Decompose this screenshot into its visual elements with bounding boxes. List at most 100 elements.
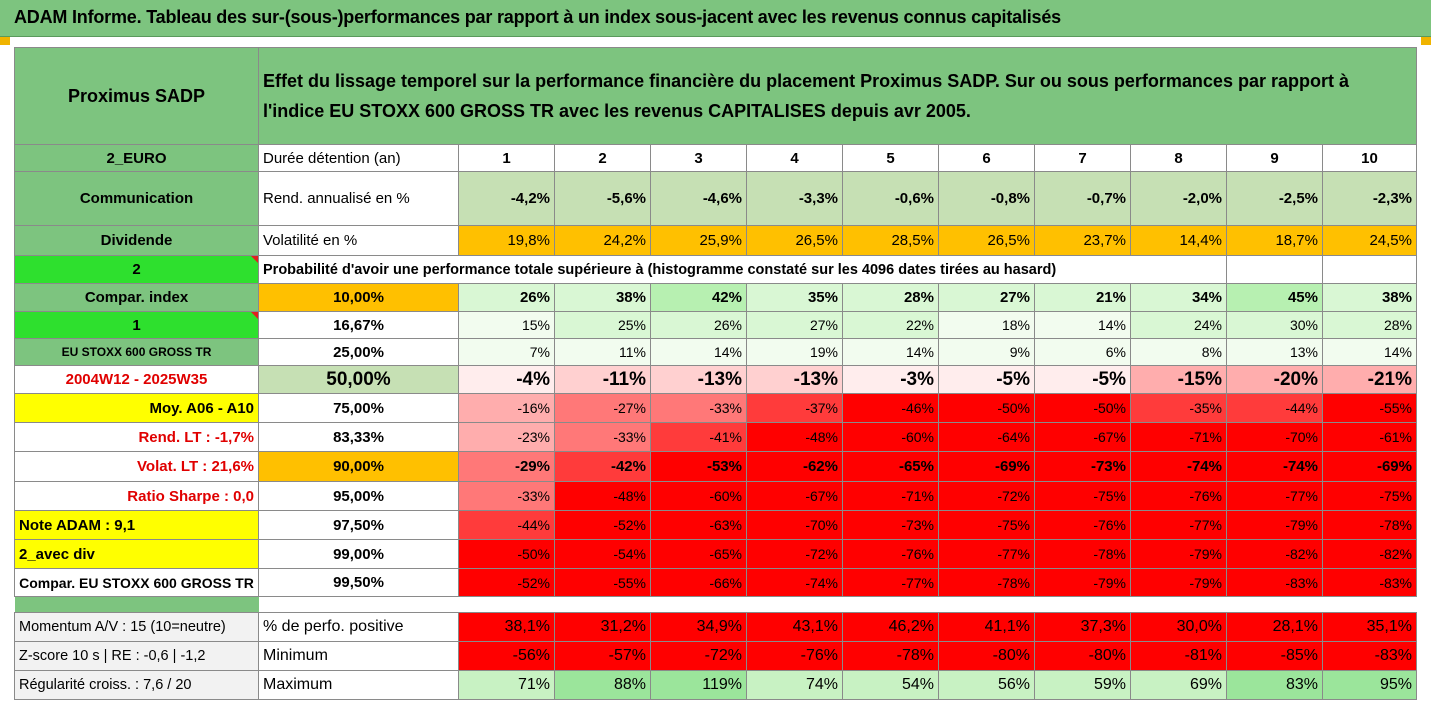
annualized-return-value: -5,6% [554,171,651,226]
percentile-value: -15% [1130,365,1227,394]
percentile-value: -69% [938,451,1035,482]
percentile-threshold: 83,33% [258,422,459,452]
percentile-value: 45% [1226,283,1323,312]
percentile-value: -75% [1034,481,1131,511]
percentile-value: 15% [458,311,555,339]
rend-lt-label: Rend. LT : -1,7% [14,422,259,452]
percentile-row: 1 16,67% 15% 25% 26% 27% 22% 18% 14% 24% 30% 28% [14,311,1417,339]
maximum-value: 74% [746,670,843,700]
percentile-value: -35% [1130,393,1227,423]
percentile-value: 11% [554,338,651,366]
minimum-label: Minimum [258,641,459,671]
percentile-value: -52% [554,510,651,540]
percentile-value: -76% [842,539,939,569]
percentile-value: -74% [1130,451,1227,482]
positive-perf-value: 31,2% [554,612,651,642]
minimum-value: -76% [746,641,843,671]
percentile-value: -77% [1226,481,1323,511]
sharpe-label: Ratio Sharpe : 0,0 [14,481,259,511]
percentile-value: 22% [842,311,939,339]
selector-2-cell[interactable]: 2 [14,255,259,284]
selector-1-cell[interactable]: 1 [14,311,259,339]
volatility-label: Volatilité en % [258,225,459,256]
year-header: 8 [1130,144,1227,172]
percentile-value: -11% [554,365,651,394]
year-header: 10 [1322,144,1417,172]
percentile-value: -63% [650,510,747,540]
description-cell: Effet du lissage temporel sur la perform… [258,47,1417,145]
percentile-value: -54% [554,539,651,569]
percentile-value: 30% [1226,311,1323,339]
percentile-value: -61% [1322,422,1417,452]
percentile-value: 14% [842,338,939,366]
percentile-value: 42% [650,283,747,312]
percentile-value: -55% [1322,393,1417,423]
percentile-value: -33% [458,481,555,511]
percentile-value: -77% [1130,510,1227,540]
year-header: 6 [938,144,1035,172]
annualized-return-value: -2,5% [1226,171,1323,226]
percentile-value: -74% [746,568,843,597]
spacer-cell [259,597,1417,613]
year-header: 2 [554,144,651,172]
percentile-value: -23% [458,422,555,452]
percentile-threshold: 99,00% [258,539,459,569]
percentile-threshold: 99,50% [258,568,459,597]
avec-div-label: 2_avec div [14,539,259,569]
minimum-value: -80% [938,641,1035,671]
period-label: 2004W12 - 2025W35 [14,365,259,394]
percentile-value: 18% [938,311,1035,339]
percentile-value: 14% [1034,311,1131,339]
percentile-value: 14% [1322,338,1417,366]
annualized-return-value: -0,7% [1034,171,1131,226]
positive-perf-value: 38,1% [458,612,555,642]
positive-perf-row: Momentum A/V : 15 (10=neutre)% de perfo.… [14,612,1417,642]
minimum-value: -81% [1130,641,1227,671]
percentile-value: -65% [842,451,939,482]
percentile-value: -60% [650,481,747,511]
percentile-value: 14% [650,338,747,366]
volat-lt-label: Volat. LT : 21,6% [14,451,259,482]
resize-handle-right[interactable] [1421,37,1431,45]
maximum-value: 71% [458,670,555,700]
percentile-value: -20% [1226,365,1323,394]
positive-perf-value: 34,9% [650,612,747,642]
percentile-value: -72% [938,481,1035,511]
annualized-return-value: -4,2% [458,171,555,226]
percentile-value: -50% [938,393,1035,423]
description-line-1: Effet du lissage temporel sur la perform… [263,71,1349,91]
empty-cell [1322,255,1417,284]
maximum-value: 88% [554,670,651,700]
annualized-return-value: -4,6% [650,171,747,226]
percentile-threshold: 25,00% [258,338,459,366]
resize-handle-left[interactable] [0,37,10,45]
percentile-value: -79% [1226,510,1323,540]
percentile-value: -75% [1322,481,1417,511]
annualized-return-value: -0,6% [842,171,939,226]
positive-perf-left-label: Momentum A/V : 15 (10=neutre) [14,612,259,642]
percentile-row: Rend. LT : -1,7% 83,33% -23% -33% -41% -48% -6… [14,422,1417,452]
percentile-value: -44% [458,510,555,540]
percentile-row: Note ADAM : 9,1 97,50% -44% -52% -63% -70% -73… [14,510,1417,540]
percentile-value: -50% [458,539,555,569]
annualized-return-value: -2,3% [1322,171,1417,226]
maximum-value: 83% [1226,670,1323,700]
minimum-left-label: Z-score 10 s | RE : -0,6 | -1,2 [14,641,259,671]
moy-label: Moy. A06 - A10 [14,393,259,423]
volatility-value: 28,5% [842,225,939,256]
percentile-value: -53% [650,451,747,482]
report-title: ADAM Informe. Tableau des sur-(sous-)per… [14,7,1061,27]
volatility-value: 26,5% [746,225,843,256]
percentile-value: 13% [1226,338,1323,366]
maximum-value: 119% [650,670,747,700]
volatility-value: 24,5% [1322,225,1417,256]
percentile-row: Compar. EU STOXX 600 GROSS TR 99,50% -52% -… [14,568,1417,597]
maximum-row: Régularité croiss. : 7,6 / 20 Maximum 71% 8… [14,670,1417,700]
maximum-value: 69% [1130,670,1227,700]
adam-note-label: Note ADAM : 9,1 [14,510,259,540]
percentile-value: -74% [1226,451,1323,482]
percentile-value: 28% [1322,311,1417,339]
currency-label: 2_EURO [14,144,259,172]
volatility-value: 18,7% [1226,225,1323,256]
maximum-value: 54% [842,670,939,700]
